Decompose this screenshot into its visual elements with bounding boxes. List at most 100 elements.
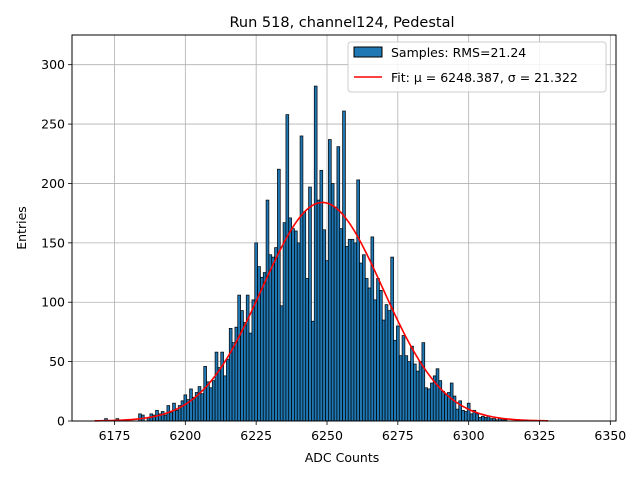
x-tick-label: 6300 bbox=[453, 428, 485, 443]
histogram-bar bbox=[444, 394, 448, 422]
legend-fit-label: Fit: μ = 6248.387, σ = 21.322 bbox=[391, 70, 578, 85]
histogram-bar bbox=[347, 238, 352, 422]
histogram-bar bbox=[398, 355, 403, 422]
histogram-bar bbox=[339, 228, 343, 422]
histogram-bar bbox=[461, 409, 465, 422]
histogram-bar bbox=[279, 305, 284, 422]
histogram-bar bbox=[169, 412, 173, 422]
histogram-bar bbox=[415, 370, 420, 422]
histogram-bar bbox=[291, 228, 295, 422]
histogram-bar bbox=[268, 254, 273, 422]
histogram-bar bbox=[404, 355, 409, 422]
y-axis-label: Entries bbox=[14, 206, 29, 250]
histogram-bar bbox=[138, 413, 142, 422]
histogram-bar bbox=[175, 409, 179, 422]
histogram-bar bbox=[376, 278, 380, 422]
histogram-bar bbox=[220, 351, 224, 422]
histogram-bar bbox=[271, 256, 275, 422]
histogram-bar bbox=[407, 361, 411, 422]
histogram-bar bbox=[277, 168, 281, 422]
histogram-bar bbox=[469, 413, 474, 422]
y-tick-label: 150 bbox=[41, 235, 65, 250]
x-axis-ticks: 6175 6200 6225 6250 6275 6300 6325 6350 bbox=[99, 421, 626, 443]
histogram-bar bbox=[396, 325, 400, 422]
x-axis-label: ADC Counts bbox=[305, 450, 380, 465]
histogram-bar bbox=[209, 387, 213, 422]
histogram-bar bbox=[302, 211, 307, 422]
histogram-bar bbox=[248, 332, 253, 422]
y-tick-label: 0 bbox=[57, 414, 65, 429]
histogram-bar bbox=[214, 351, 219, 422]
histogram-bar bbox=[441, 390, 445, 422]
histogram-bar bbox=[413, 363, 417, 422]
histogram-bar bbox=[160, 411, 165, 422]
histogram-bar bbox=[282, 222, 287, 422]
histogram-bar bbox=[342, 110, 346, 422]
histogram-bar bbox=[183, 394, 188, 422]
histogram-bar bbox=[384, 304, 389, 422]
y-tick-label: 250 bbox=[41, 117, 65, 132]
histogram-bar bbox=[257, 266, 261, 422]
histogram-bar bbox=[288, 217, 292, 422]
y-tick-label: 200 bbox=[41, 176, 65, 191]
histogram-bar bbox=[226, 358, 230, 422]
histogram-bar bbox=[466, 402, 471, 422]
histogram-bar bbox=[260, 276, 264, 422]
histogram-bar bbox=[328, 139, 332, 422]
histogram-bar bbox=[254, 242, 258, 422]
histogram-bar bbox=[424, 387, 428, 422]
histogram-bar bbox=[421, 342, 426, 422]
histogram-bar bbox=[274, 247, 278, 422]
histogram-bar bbox=[296, 242, 301, 422]
histogram-bar bbox=[240, 310, 244, 422]
histogram-bar bbox=[203, 366, 207, 422]
y-axis-ticks: 0 50 100 150 200 250 300 bbox=[41, 57, 72, 429]
histogram-bar bbox=[316, 199, 321, 422]
histogram-bar bbox=[189, 388, 193, 422]
histogram-bar bbox=[359, 262, 363, 422]
histogram-bar bbox=[228, 328, 233, 422]
histogram-bar bbox=[262, 272, 267, 422]
histogram-bar bbox=[237, 294, 241, 422]
histogram-bar bbox=[265, 199, 270, 422]
histogram-bar bbox=[435, 368, 440, 422]
histogram-bar bbox=[243, 322, 247, 422]
histogram-bar bbox=[192, 396, 196, 422]
histogram-bar bbox=[322, 229, 326, 422]
x-tick-label: 6175 bbox=[99, 428, 131, 443]
legend-samples-swatch bbox=[353, 46, 383, 58]
legend-box bbox=[347, 41, 607, 93]
histogram-bar bbox=[231, 342, 236, 422]
y-tick-label: 300 bbox=[41, 57, 65, 72]
histogram-bar bbox=[305, 278, 309, 422]
histogram-bar bbox=[455, 408, 460, 422]
histogram-bar bbox=[379, 290, 383, 422]
histogram-bar bbox=[180, 400, 185, 422]
histogram-bar bbox=[211, 380, 216, 422]
histogram-bar bbox=[353, 242, 358, 422]
y-tick-label: 50 bbox=[49, 354, 65, 369]
histogram-bar bbox=[330, 183, 335, 422]
histogram-bar bbox=[206, 381, 210, 422]
histogram-bar bbox=[362, 254, 366, 422]
histogram-bar bbox=[367, 287, 372, 422]
histogram-bar bbox=[373, 299, 377, 422]
histogram-bar bbox=[387, 310, 392, 422]
histogram-bar bbox=[217, 367, 222, 422]
histogram-bar bbox=[319, 170, 324, 422]
histogram-bar bbox=[333, 206, 338, 422]
x-tick-label: 6200 bbox=[169, 428, 201, 443]
histogram-bar bbox=[393, 339, 397, 422]
histogram-bar bbox=[345, 246, 349, 422]
x-tick-label: 6225 bbox=[240, 428, 272, 443]
histogram-bar bbox=[245, 294, 250, 422]
histogram-bar bbox=[449, 382, 454, 422]
histogram-bar bbox=[390, 256, 394, 422]
x-tick-label: 6325 bbox=[524, 428, 556, 443]
histogram-bar bbox=[285, 114, 290, 422]
histogram-bar bbox=[336, 146, 341, 422]
histogram-bar bbox=[364, 278, 369, 422]
histogram-bar bbox=[200, 393, 205, 422]
histogram-bar bbox=[223, 375, 227, 422]
